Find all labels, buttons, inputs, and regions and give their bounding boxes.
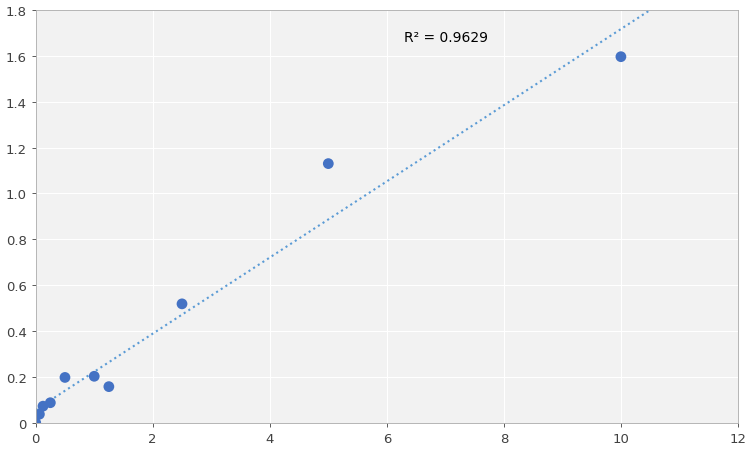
Point (37, 403, 49, 410)
Point (59, 374, 71, 381)
Point (33, 411, 45, 418)
Point (88, 373, 100, 380)
Point (44, 399, 56, 406)
Point (29, 419, 41, 426)
Point (176, 300, 188, 308)
Point (615, 54, 627, 61)
Point (323, 161, 335, 168)
Point (103, 383, 115, 391)
Text: R² = 0.9629: R² = 0.9629 (405, 31, 488, 45)
